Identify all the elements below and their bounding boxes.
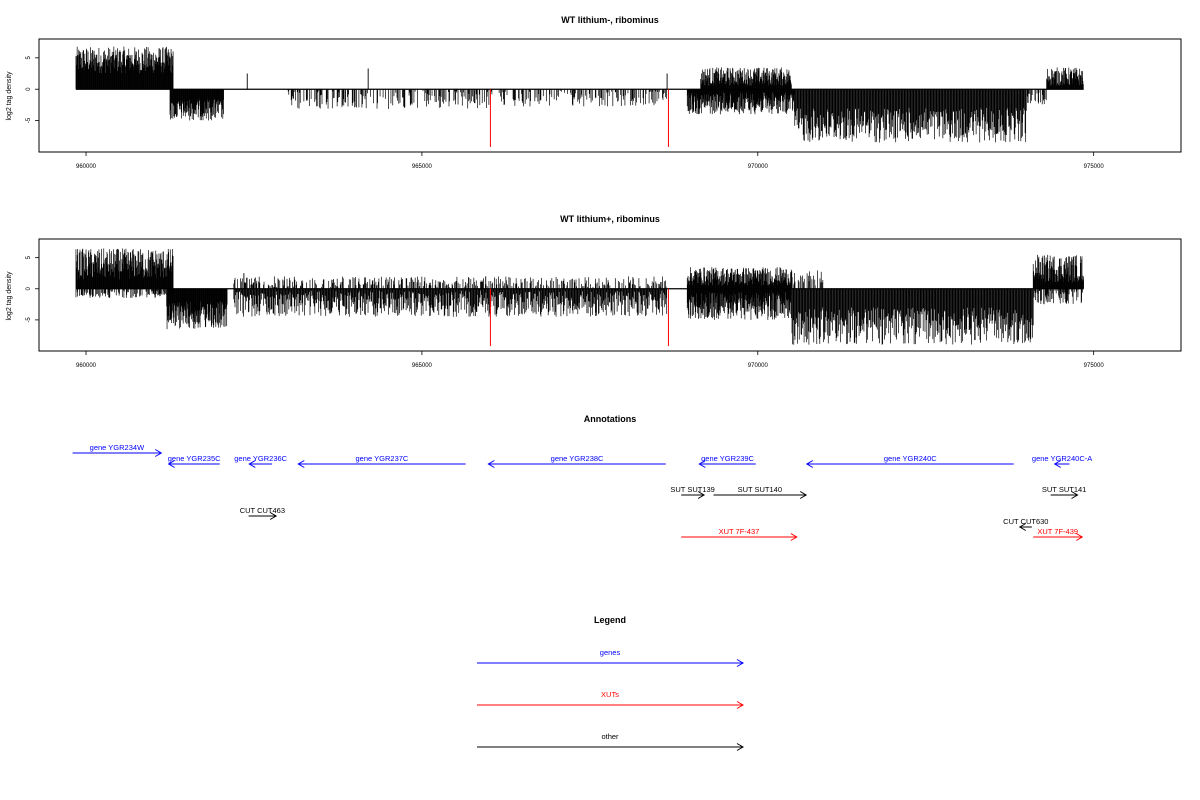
annotation-feature: gene YGR237C	[297, 454, 466, 468]
feature-label: CUT CUT630	[1003, 517, 1048, 526]
tag-density-bars	[75, 46, 1084, 143]
arrowhead	[698, 460, 706, 468]
legend-item: XUTs	[477, 690, 744, 709]
arrowhead	[790, 533, 798, 541]
legend-item: other	[477, 732, 744, 751]
feature-label: XUT 7F-439	[1037, 527, 1078, 536]
plot-frame	[38, 38, 1182, 153]
legend-items: genes XUTs other	[477, 648, 744, 751]
feature-label: CUT CUT463	[240, 506, 285, 515]
x-tick-label: 975000	[1084, 164, 1105, 170]
annotation-feature: gene YGR239C	[698, 454, 756, 468]
x-tick-label: 960000	[76, 164, 97, 170]
annotation-feature: XUT 7F-437	[681, 527, 798, 541]
annotation-feature: SUT SUT140	[713, 485, 808, 499]
annotation-feature: gene YGR235C	[167, 454, 221, 468]
arrowhead	[799, 491, 808, 499]
arrowhead	[487, 460, 495, 468]
y-axis-label: log2 tag density	[6, 271, 13, 321]
arrowhead	[248, 460, 256, 468]
y-axis-label: log2 tag density	[6, 71, 13, 121]
annotation-feature: gene YGR234W	[72, 443, 163, 457]
feature-label: gene YGR240C-A	[1032, 454, 1092, 463]
red-markers	[489, 89, 669, 147]
panel-title: WT lithium+, ribominus	[560, 214, 660, 224]
feature-label: SUT SUT140	[738, 485, 782, 494]
x-tick-label: 970000	[748, 164, 769, 170]
feature-label: XUT 7F-437	[719, 527, 760, 536]
y-tick-label: 0	[26, 286, 32, 290]
feature-label: gene YGR234W	[90, 443, 145, 452]
legend-label: other	[601, 732, 619, 741]
x-axis: 960000 965000 970000 975000	[76, 152, 1104, 170]
annotations-title: Annotations	[584, 414, 637, 424]
plot-frame	[38, 238, 1182, 352]
feature-label: gene YGR237C	[356, 454, 409, 463]
legend-item: genes	[477, 648, 744, 667]
arrowhead	[805, 460, 814, 468]
annotation-feature: gene YGR238C	[487, 454, 666, 468]
arrowhead	[269, 512, 278, 520]
y-axis: -5 0 5	[26, 255, 39, 323]
feature-label: SUT SUT139	[670, 485, 714, 494]
x-tick-label: 965000	[412, 363, 433, 369]
legend-label: genes	[600, 648, 621, 657]
feature-label: gene YGR238C	[551, 454, 604, 463]
annotation-features: gene YGR234W gene YGR235C gene YGR236C gene…	[72, 443, 1092, 541]
arrowhead	[167, 460, 175, 468]
feature-label: gene YGR235C	[168, 454, 221, 463]
feature-label: gene YGR239C	[701, 454, 754, 463]
panel-title: WT lithium-, ribominus	[561, 15, 659, 25]
arrowhead	[1053, 460, 1061, 468]
arrowhead	[1075, 533, 1084, 541]
annotation-feature: SUT SUT141	[1042, 485, 1086, 499]
legend-panel: Legend genes XUTs other	[477, 615, 744, 751]
y-tick-label: -5	[26, 317, 32, 323]
annotation-feature: XUT 7F-439	[1033, 527, 1084, 541]
track-panel-lithium-plus: WT lithium+, ribominus log2 tag density …	[6, 214, 1182, 369]
y-axis: -5 0 5	[26, 56, 39, 123]
x-tick-label: 975000	[1084, 363, 1105, 369]
arrowhead	[1018, 523, 1027, 531]
x-tick-label: 970000	[748, 363, 769, 369]
annotation-feature: CUT CUT463	[240, 506, 285, 520]
legend-title: Legend	[594, 615, 626, 625]
arrowhead	[736, 743, 744, 751]
x-tick-label: 965000	[412, 164, 433, 170]
arrowhead	[297, 460, 305, 468]
y-tick-label: 5	[26, 56, 32, 60]
annotation-feature: SUT SUT139	[670, 485, 715, 499]
arrowhead	[155, 449, 163, 457]
arrowhead	[736, 659, 744, 667]
x-axis: 960000 965000 970000 975000	[76, 351, 1104, 369]
annotation-feature: CUT CUT630	[1003, 517, 1048, 531]
legend-label: XUTs	[601, 690, 619, 699]
y-tick-label: 0	[26, 87, 32, 91]
red-markers	[489, 288, 669, 347]
feature-label: SUT SUT141	[1042, 485, 1086, 494]
y-tick-label: -5	[26, 117, 32, 123]
y-tick-label: 5	[26, 255, 32, 259]
track-panel-lithium-minus: WT lithium-, ribominus log2 tag density …	[6, 15, 1182, 170]
tag-density-bars	[75, 248, 1084, 345]
annotation-feature: gene YGR236C	[234, 454, 288, 468]
arrowhead	[697, 491, 706, 499]
x-tick-label: 960000	[76, 363, 97, 369]
feature-label: gene YGR240C	[884, 454, 937, 463]
feature-label: gene YGR236C	[234, 454, 287, 463]
arrowhead	[1071, 491, 1079, 499]
annotation-feature: gene YGR240C-A	[1032, 454, 1092, 468]
annotation-feature: gene YGR240C	[805, 454, 1014, 468]
arrowhead	[736, 701, 744, 709]
